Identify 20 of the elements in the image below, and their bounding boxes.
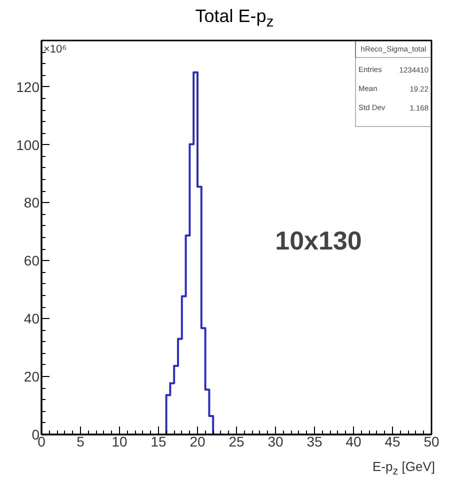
y-tick-label: 60 xyxy=(24,252,40,269)
y-axis-title: ×10⁶ xyxy=(44,44,67,56)
x-tick-label: 25 xyxy=(228,434,244,450)
x-tick-label: 20 xyxy=(190,434,206,450)
y-tick-label: 100 xyxy=(16,136,40,153)
x-tick-label: 10 xyxy=(112,434,128,450)
y-tick-label: 120 xyxy=(16,78,40,95)
y-tick-label: 20 xyxy=(24,368,40,385)
annotation: 10x130 xyxy=(275,226,362,256)
x-tick-label: 5 xyxy=(76,434,85,450)
chart-title: Total E-p$_{z}$ xyxy=(195,5,274,33)
x-tick-label: 50 xyxy=(424,434,440,450)
x-tick-label: 15 xyxy=(150,434,166,450)
x-tick-label: 30 xyxy=(268,434,284,450)
x-tick-label: 35 xyxy=(306,434,322,450)
x-tick-label: 40 xyxy=(346,434,362,450)
y-tick-label: 40 xyxy=(24,310,40,327)
x-tick-label: 45 xyxy=(384,434,400,450)
y-tick-label: 80 xyxy=(24,194,40,211)
x-axis-title: E-p$_{z}$ [GeV] xyxy=(372,458,435,480)
